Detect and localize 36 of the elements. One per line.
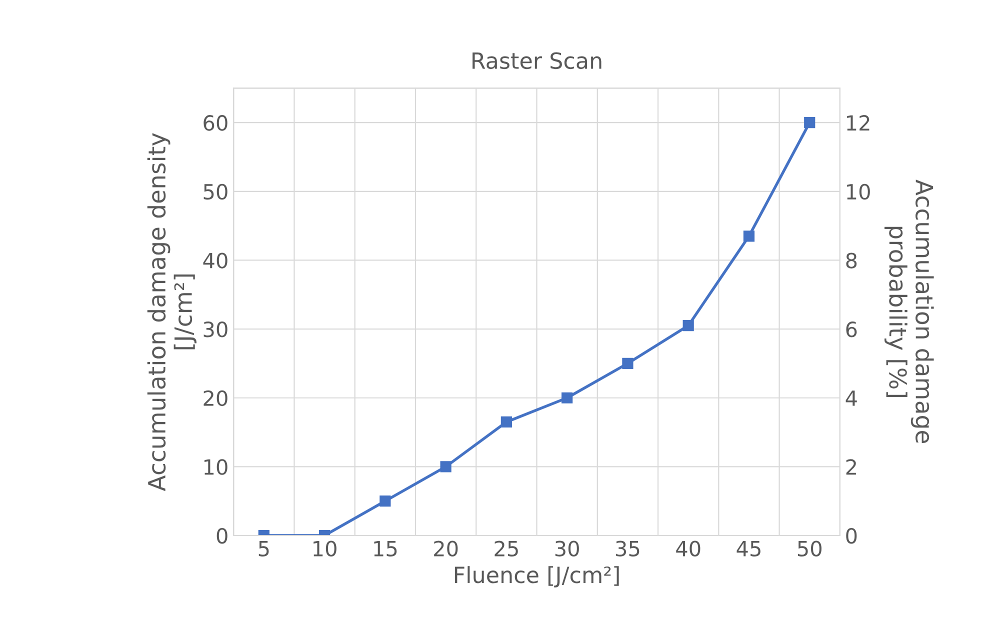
point: [562, 392, 573, 404]
point: [804, 117, 816, 128]
y-tick-label: 50: [204, 184, 228, 200]
point: [622, 358, 634, 370]
y-tick-label: 10: [204, 459, 228, 475]
point: [743, 230, 755, 242]
chart-title: Raster Scan: [472, 52, 602, 70]
y-tick-label: 30: [204, 322, 228, 338]
y2-tick-label: 2: [846, 459, 856, 475]
y-tick-label: 20: [204, 390, 228, 406]
y2-tick-label: 8: [846, 252, 857, 268]
x-tick-label: 50: [798, 540, 822, 556]
y2-tick-label: 4: [846, 390, 857, 406]
x-tick-label: 5: [258, 541, 269, 556]
x-tick-label: 40: [676, 540, 700, 556]
y2-tick-label: 10: [847, 184, 870, 200]
y2-tick-label: 12: [847, 115, 870, 131]
x-tick-label: 30: [555, 540, 579, 556]
x-tick-label: 10: [314, 540, 336, 556]
y-tick-label: 60: [204, 115, 228, 131]
y-tick-label: 40: [203, 252, 228, 268]
point: [440, 461, 452, 472]
x-tick-label: 15: [374, 541, 397, 556]
point: [500, 416, 512, 428]
x-tick-label: 35: [616, 540, 640, 556]
x-tick-label: 25: [494, 540, 518, 556]
point: [682, 320, 694, 332]
y2-tick-label: 0: [846, 528, 857, 544]
point: [380, 496, 391, 507]
y-axis-title: Accumulation damage density [J/cm²]: [147, 133, 196, 492]
x-axis-title: Fluence [J/cm²]: [454, 566, 619, 588]
x-tick-label: 20: [434, 540, 458, 556]
y2-tick-label: 6: [846, 322, 857, 338]
y2-axis-title: Accumulation damage probability [%]: [884, 180, 934, 444]
y-tick-label: 0: [216, 528, 228, 544]
x-tick-label: 45: [736, 541, 760, 556]
